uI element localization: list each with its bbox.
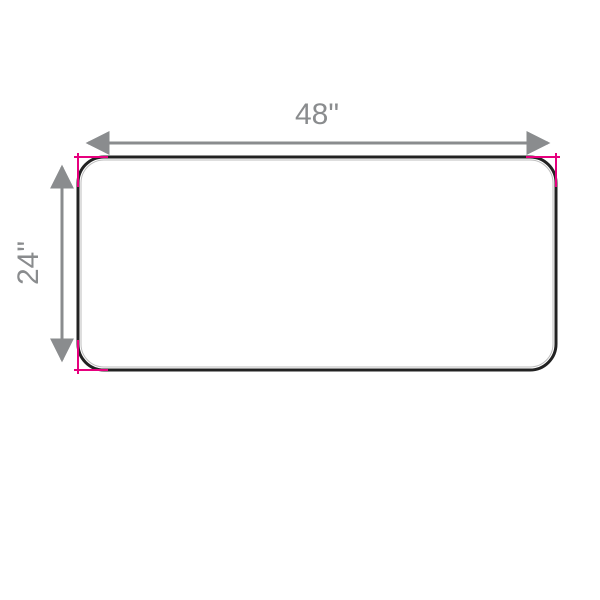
width-dimension-label: 48" bbox=[295, 98, 339, 132]
dimension-diagram: 48" 24" bbox=[0, 0, 600, 600]
height-dimension-label: 24" bbox=[12, 241, 46, 285]
